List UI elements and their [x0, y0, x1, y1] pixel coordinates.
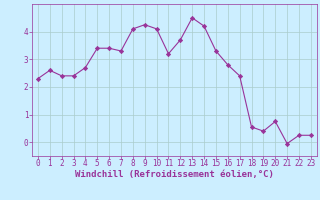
- X-axis label: Windchill (Refroidissement éolien,°C): Windchill (Refroidissement éolien,°C): [75, 170, 274, 179]
